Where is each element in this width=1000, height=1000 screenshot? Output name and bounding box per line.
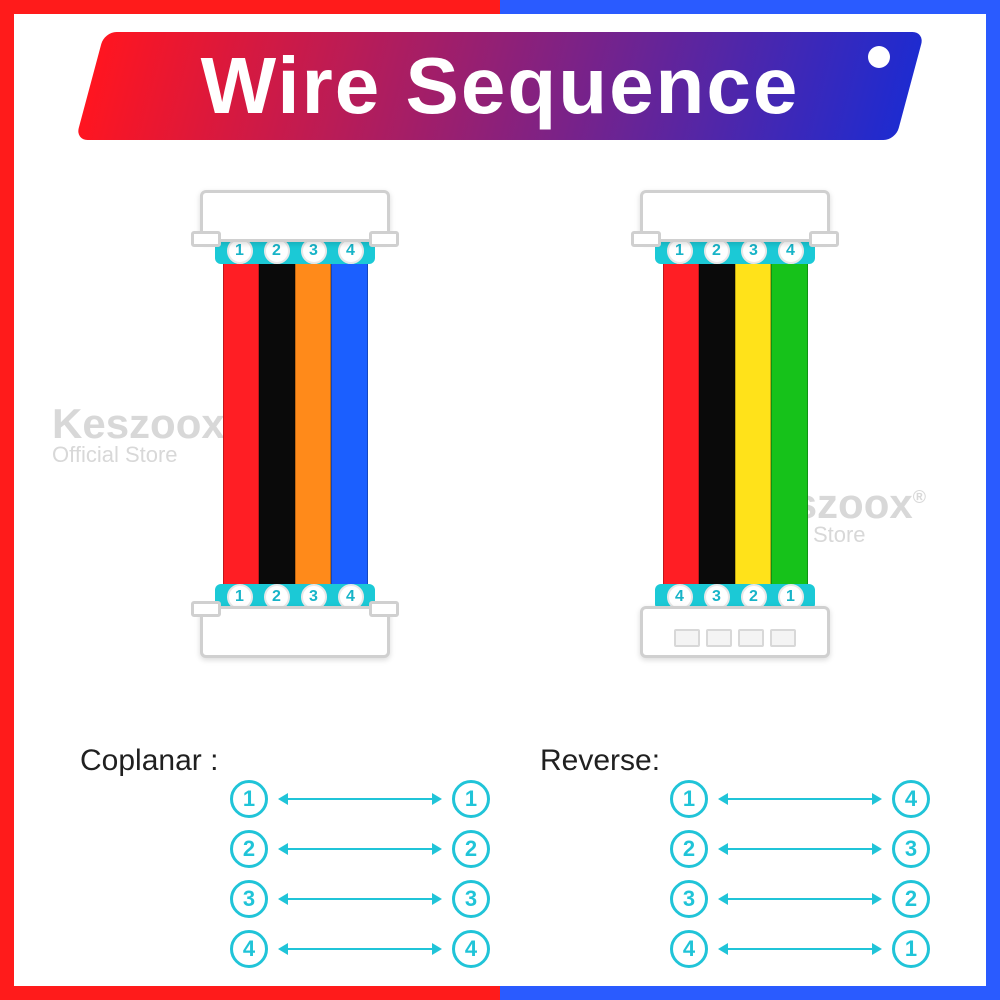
connector-tab [191,601,221,617]
map-to: 1 [452,780,490,818]
map-from: 4 [670,930,708,968]
wire-1 [663,264,699,584]
frame-border-top-left [0,0,500,14]
connector-tab [809,231,839,247]
mapping-row: 3 2 [670,880,930,918]
map-to: 4 [892,780,930,818]
frame-border-left [0,0,14,1000]
mapping-row: 3 3 [230,880,490,918]
map-from: 4 [230,930,268,968]
connector-tab [631,231,661,247]
connector-tab [191,231,221,247]
map-to: 3 [892,830,930,868]
frame-border-right [986,0,1000,1000]
connector-tab [369,231,399,247]
map-from: 3 [670,880,708,918]
connector-coplanar: 1 2 3 4 1 2 3 4 [120,190,470,658]
label-reverse: Reverse: [540,744,660,778]
mapping-row: 4 1 [670,930,930,968]
frame-border-bottom-left [0,986,500,1000]
wire-bundle [663,264,808,584]
map-from: 3 [230,880,268,918]
wire-4 [331,264,367,584]
map-from: 1 [670,780,708,818]
mapping-row: 1 4 [670,780,930,818]
double-arrow-icon [720,848,880,850]
mapping-reverse: 1 4 2 3 3 2 4 1 [670,780,930,980]
double-arrow-icon [720,898,880,900]
wire-2 [259,264,295,584]
connector-tab [369,601,399,617]
connector-reverse: 1 2 3 4 4 3 2 1 [560,190,910,658]
map-to: 2 [452,830,490,868]
connector-bottom-housing [200,606,390,658]
map-from: 2 [230,830,268,868]
wire-2 [699,264,735,584]
map-from: 2 [670,830,708,868]
map-from: 1 [230,780,268,818]
mapping-row: 4 4 [230,930,490,968]
double-arrow-icon [720,798,880,800]
double-arrow-icon [280,848,440,850]
wire-1 [223,264,259,584]
mapping-row: 2 2 [230,830,490,868]
slot [674,629,700,647]
frame-border-bottom-right [500,986,1000,1000]
watermark-reg: ® [913,487,926,507]
connector-bottom-housing [640,606,830,658]
double-arrow-icon [720,948,880,950]
map-to: 4 [452,930,490,968]
map-to: 1 [892,930,930,968]
frame-border-top-right [500,0,1000,14]
double-arrow-icon [280,898,440,900]
double-arrow-icon [280,798,440,800]
wire-3 [295,264,331,584]
page-title: Wire Sequence [201,40,800,132]
map-to: 2 [892,880,930,918]
label-coplanar: Coplanar : [80,744,218,778]
slot [770,629,796,647]
map-to: 3 [452,880,490,918]
connector-top-housing [640,190,830,242]
slot [706,629,732,647]
connector-top-housing [200,190,390,242]
mapping-coplanar: 1 1 2 2 3 3 4 4 [230,780,490,980]
mapping-row: 1 1 [230,780,490,818]
slot [738,629,764,647]
wire-4 [771,264,807,584]
banner-dot [868,46,890,68]
double-arrow-icon [280,948,440,950]
connector-slots [665,629,805,649]
wire-bundle [223,264,368,584]
wire-3 [735,264,771,584]
mapping-row: 2 3 [670,830,930,868]
